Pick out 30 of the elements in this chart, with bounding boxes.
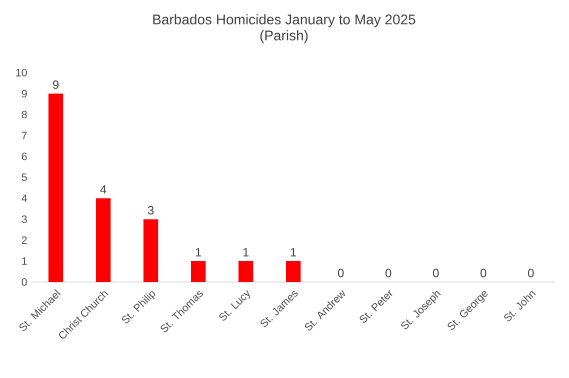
data-label: 0 (432, 268, 439, 278)
y-tick-label: 3 (22, 215, 27, 223)
data-label: 4 (100, 185, 106, 194)
y-tick-label: 4 (22, 194, 27, 202)
bar (96, 198, 111, 282)
y-tick-label: 1 (22, 257, 27, 265)
bar (238, 261, 254, 282)
bar (190, 261, 206, 282)
data-label: 0 (480, 268, 486, 278)
data-label: 1 (290, 248, 296, 256)
chart-subtitle: (Parish) (260, 30, 308, 44)
y-tick-label: 7 (22, 132, 27, 140)
y-tick-label: 9 (22, 90, 27, 98)
data-label: 1 (243, 248, 249, 256)
data-label: 0 (528, 268, 534, 278)
y-tick-label: 2 (22, 236, 27, 244)
data-label: 0 (385, 268, 392, 278)
bar (48, 94, 64, 282)
data-label: 3 (148, 206, 154, 214)
data-label: 9 (52, 80, 59, 89)
y-tick-label: 10 (16, 68, 27, 76)
y-tick-label: 5 (22, 174, 27, 182)
data-label: 0 (338, 268, 344, 278)
bar (286, 261, 301, 282)
y-tick-label: 8 (22, 110, 27, 118)
chart-title: Barbados Homicides January to May 2025 (153, 14, 416, 28)
bar (143, 219, 158, 282)
y-tick-label: 0 (22, 278, 27, 286)
y-tick-label: 6 (22, 152, 27, 160)
data-label: 1 (196, 248, 202, 256)
